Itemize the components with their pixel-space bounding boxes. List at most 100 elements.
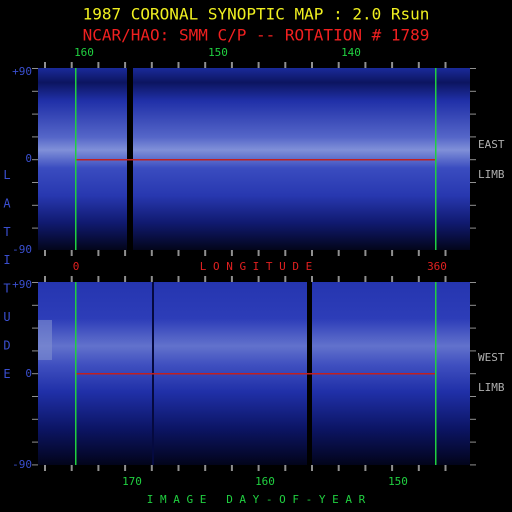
frame-tick <box>32 159 38 161</box>
frame-tick <box>230 276 233 282</box>
frame-tick <box>257 250 260 256</box>
frame-tick <box>230 465 233 471</box>
frame-tick <box>97 250 100 256</box>
frame-tick <box>417 276 420 282</box>
frame-tick <box>230 250 233 256</box>
frame-tick <box>44 276 46 282</box>
frame-tick <box>32 396 38 397</box>
frame-tick <box>150 250 153 256</box>
frame-tick <box>257 465 260 471</box>
frame-tick <box>470 159 476 161</box>
bound-line <box>435 282 437 465</box>
top-axis-label: 140 <box>341 46 361 59</box>
frame-tick <box>470 136 476 138</box>
frame-tick <box>32 441 38 443</box>
longitude-end: 360 <box>427 260 447 273</box>
frame-tick <box>70 276 73 282</box>
frame-tick <box>284 465 287 471</box>
longitude-start: 0 <box>73 260 80 273</box>
frame-tick <box>230 62 233 68</box>
bottom-axis-label: 170 <box>122 475 142 488</box>
bright-patch <box>38 320 52 360</box>
frame-tick <box>32 113 38 115</box>
frame-tick <box>204 465 207 471</box>
frame-tick <box>124 276 127 282</box>
latitude-tick-label: 0 <box>25 367 32 380</box>
latitude-tick-label: +90 <box>12 65 32 78</box>
frame-tick <box>311 276 313 282</box>
frame-tick <box>124 62 127 68</box>
side-label: EAST <box>478 138 505 151</box>
frame-tick <box>32 327 38 329</box>
frame-tick <box>470 304 476 306</box>
frame-tick <box>150 465 153 471</box>
frame-tick <box>124 250 127 256</box>
frame-tick <box>124 465 127 471</box>
frame-tick <box>364 276 367 282</box>
frame-tick <box>204 62 207 68</box>
frame-tick <box>32 182 38 183</box>
frame-tick <box>177 62 180 68</box>
frame-tick <box>470 68 476 69</box>
frame-tick <box>44 62 46 68</box>
frame-tick <box>391 465 394 471</box>
frame-tick <box>70 465 73 471</box>
frame-tick <box>32 204 38 206</box>
frame-tick <box>470 182 476 183</box>
frame-tick <box>32 68 38 69</box>
frame-tick <box>44 250 46 256</box>
frame-tick <box>32 304 38 306</box>
frame-tick <box>417 250 420 256</box>
frame-tick <box>470 464 476 466</box>
frame-tick <box>470 227 476 229</box>
latitude-label: L A T I T U D E <box>0 168 14 381</box>
frame-tick <box>284 62 287 68</box>
frame-tick <box>70 250 73 256</box>
title: 1987 CORONAL SYNOPTIC MAP : 2.0 Rsun <box>83 5 430 24</box>
frame-ticks <box>32 62 476 471</box>
bottom-axis-label: 160 <box>255 475 275 488</box>
bound-line <box>75 282 77 465</box>
frame-tick <box>470 441 476 443</box>
bound-line <box>75 68 77 250</box>
frame-tick <box>177 250 180 256</box>
frame-tick <box>177 465 180 471</box>
frame-tick <box>470 204 476 206</box>
frame-tick <box>32 90 38 92</box>
frame-tick <box>337 250 340 256</box>
frame-tick <box>97 465 100 471</box>
side-label: LIMB <box>478 168 505 181</box>
frame-tick <box>32 350 38 352</box>
frame-tick <box>417 62 420 68</box>
frame-tick <box>364 250 367 256</box>
frame-tick <box>150 276 153 282</box>
frame-tick <box>284 276 287 282</box>
frame-tick <box>470 396 476 397</box>
frame-tick <box>204 276 207 282</box>
frame-tick <box>97 276 100 282</box>
equator-line <box>76 159 436 161</box>
frame-tick <box>337 62 340 68</box>
top-axis-label: 160 <box>74 46 94 59</box>
frame-tick <box>417 465 420 471</box>
frame-tick <box>177 276 180 282</box>
latitude-tick-label: +90 <box>12 278 32 291</box>
frame-tick <box>444 250 447 256</box>
frame-tick <box>470 90 476 92</box>
frame-tick <box>32 418 38 420</box>
bound-line <box>435 68 437 250</box>
side-label: WEST <box>478 351 505 364</box>
top-axis-label: 150 <box>208 46 228 59</box>
frame-tick <box>470 418 476 420</box>
frame-tick <box>150 62 153 68</box>
frame-tick <box>444 62 447 68</box>
frame-tick <box>97 62 100 68</box>
frame-tick <box>391 62 394 68</box>
frame-tick <box>44 465 46 471</box>
latitude-tick-label: 0 <box>25 152 32 165</box>
longitude-label: L O N G I T U D E <box>200 260 313 273</box>
frame-tick <box>311 250 313 256</box>
top-map <box>38 68 470 250</box>
